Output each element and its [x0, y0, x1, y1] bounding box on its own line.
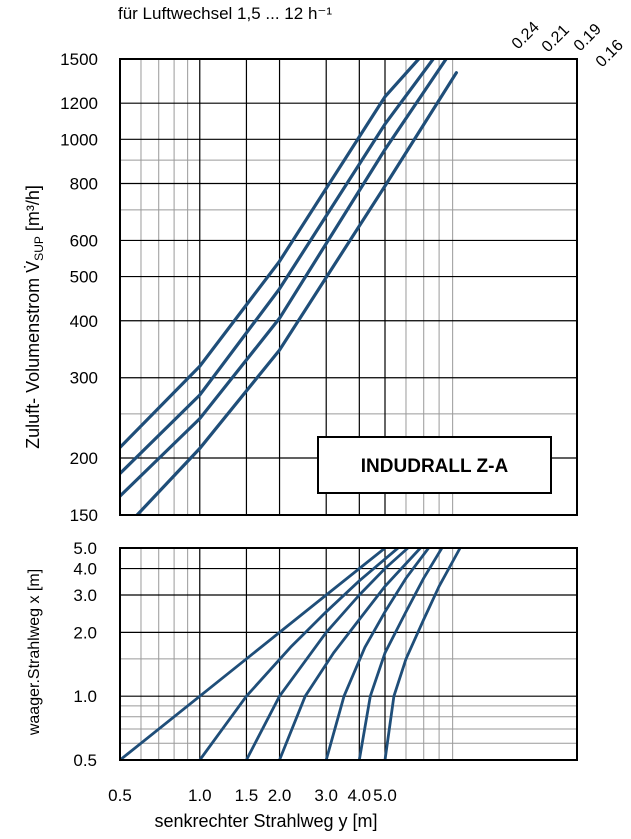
header-note: für Luftwechsel 1,5 ... 12 h⁻¹	[118, 4, 332, 23]
top-y-tick-labels: 150 200 300 400 500 600 800 1000 1200 1500	[60, 50, 98, 525]
series-line	[278, 547, 422, 761]
bottom-y-axis-label: waager.Strahlweg x [m]	[26, 569, 43, 736]
y-tick-label: 5.0	[73, 539, 97, 558]
top-plot-frame	[119, 58, 578, 516]
bottom-major-grid	[120, 547, 577, 761]
product-label-box: INDUDRALL Z-A	[317, 436, 552, 494]
x-tick-labels: 0.5 1.0 1.5 2.0 3.0 4.0 5.0	[108, 786, 397, 805]
y-tick-label: 600	[70, 231, 98, 250]
bottom-minor-grid	[120, 548, 577, 760]
x-tick-label: 1.5	[235, 786, 259, 805]
x-tick-label: 0.5	[108, 786, 132, 805]
y-tick-label: 2.0	[73, 623, 97, 642]
x-tick-label: 5.0	[373, 786, 397, 805]
y-tick-label: 150	[70, 506, 98, 525]
y-tick-label: 500	[70, 268, 98, 287]
bottom-series-lines	[120, 546, 462, 762]
series-label: 0.19	[571, 21, 605, 55]
series-label: 0.16	[593, 37, 627, 71]
top-series-lines	[120, 59, 458, 515]
series-line	[135, 71, 458, 515]
y-tick-label: 1000	[60, 130, 98, 149]
y-tick-label: 0.5	[73, 751, 97, 770]
y-tick-label: 300	[70, 369, 98, 388]
top-y-axis-label: Zuluft- Volumenstrom V̇SUP [m³/h]	[23, 185, 46, 449]
x-tick-label: 2.0	[268, 786, 292, 805]
series-line	[198, 546, 399, 761]
y-tick-label: 1500	[60, 50, 98, 69]
bottom-y-tick-labels: 0.5 1.0 2.0 3.0 4.0 5.0	[73, 539, 97, 770]
series-labels: 0.240.210.190.16	[509, 19, 627, 71]
bottom-plot-frame	[119, 547, 578, 761]
x-tick-label: 4.0	[347, 786, 371, 805]
product-label: INDUDRALL Z-A	[361, 456, 509, 477]
series-line	[383, 547, 462, 761]
series-label: 0.24	[509, 19, 543, 53]
series-line	[120, 59, 448, 498]
series-line	[120, 59, 435, 476]
y-tick-label: 400	[70, 312, 98, 331]
y-tick-label: 4.0	[73, 560, 97, 579]
y-tick-label: 3.0	[73, 586, 97, 605]
y-tick-label: 1.0	[73, 687, 97, 706]
top-minor-grid	[120, 59, 577, 515]
y-tick-label: 800	[70, 174, 98, 193]
series-label: 0.21	[539, 22, 573, 56]
series-line	[324, 547, 430, 761]
y-tick-label: 1200	[60, 94, 98, 113]
series-line	[120, 546, 386, 762]
x-axis-label: senkrechter Strahlweg y [m]	[154, 811, 377, 831]
x-tick-label: 3.0	[314, 786, 338, 805]
series-line	[245, 546, 409, 761]
series-line	[357, 547, 444, 761]
y-tick-label: 200	[70, 449, 98, 468]
x-tick-label: 1.0	[188, 786, 212, 805]
series-line	[120, 59, 421, 449]
